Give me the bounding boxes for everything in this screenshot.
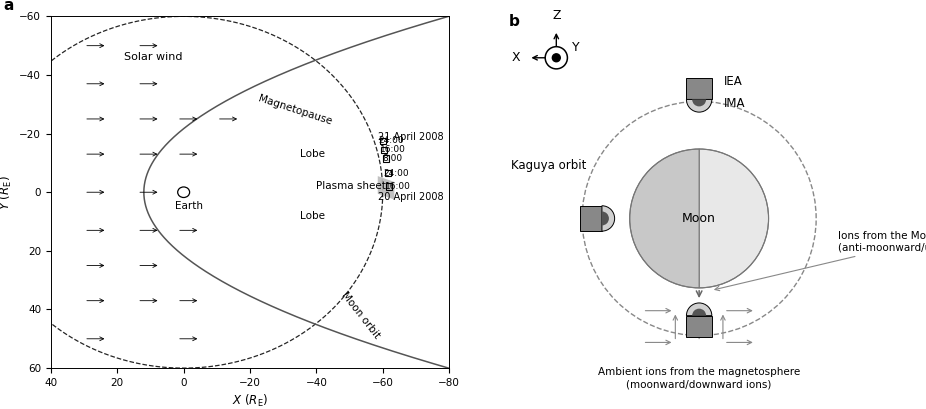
Text: IMA: IMA [724, 97, 745, 110]
Text: Kaguya orbit: Kaguya orbit [510, 159, 586, 172]
Text: 8:00: 8:00 [382, 154, 402, 163]
Text: Lobe: Lobe [300, 149, 325, 159]
Bar [382, 146, 387, 153]
Wedge shape [692, 99, 707, 106]
Text: b: b [508, 14, 519, 29]
Text: Solar wind: Solar wind [124, 52, 182, 63]
Text: Ambient ions from the magnetosphere
(moonward/downward ions): Ambient ions from the magnetosphere (moo… [598, 367, 800, 389]
Wedge shape [602, 211, 609, 225]
Text: a: a [3, 0, 14, 13]
Text: 24:00: 24:00 [379, 137, 405, 146]
Polygon shape [378, 176, 394, 200]
Text: Z: Z [552, 9, 560, 22]
Wedge shape [630, 149, 699, 288]
Wedge shape [602, 206, 615, 231]
Text: Plasma sheet: Plasma sheet [317, 181, 386, 191]
Circle shape [552, 54, 560, 62]
Bar [384, 170, 391, 176]
Text: Magnetopause: Magnetopause [257, 94, 332, 127]
Text: Ions from the Moon
(anti-moonward/upward ions): Ions from the Moon (anti-moonward/upward… [715, 231, 926, 291]
Text: Lobe: Lobe [300, 211, 325, 221]
Text: 24:00: 24:00 [383, 169, 409, 178]
Bar [686, 78, 712, 99]
Bar [380, 138, 386, 144]
Wedge shape [686, 303, 712, 316]
Bar [383, 155, 389, 162]
X-axis label: $X\ (R_{\rm E})$: $X\ (R_{\rm E})$ [232, 393, 269, 409]
Text: Y: Y [572, 41, 580, 54]
Text: 16:00: 16:00 [381, 145, 407, 154]
Bar [386, 183, 393, 190]
Wedge shape [686, 99, 712, 112]
Text: Moon: Moon [682, 212, 716, 225]
Bar [686, 316, 712, 337]
Text: 16:00: 16:00 [385, 182, 411, 191]
Text: Earth: Earth [175, 201, 204, 211]
Y-axis label: $Y\ (R_{\rm E})$: $Y\ (R_{\rm E})$ [0, 175, 14, 210]
Circle shape [545, 47, 568, 69]
Text: 20 April 2008: 20 April 2008 [378, 192, 444, 202]
Wedge shape [699, 149, 769, 288]
Bar [580, 206, 602, 231]
Text: IEA: IEA [724, 75, 743, 88]
Text: X: X [512, 51, 520, 64]
Wedge shape [692, 309, 707, 316]
Text: 21 April 2008: 21 April 2008 [378, 132, 444, 142]
Text: Moon orbit: Moon orbit [340, 290, 382, 340]
